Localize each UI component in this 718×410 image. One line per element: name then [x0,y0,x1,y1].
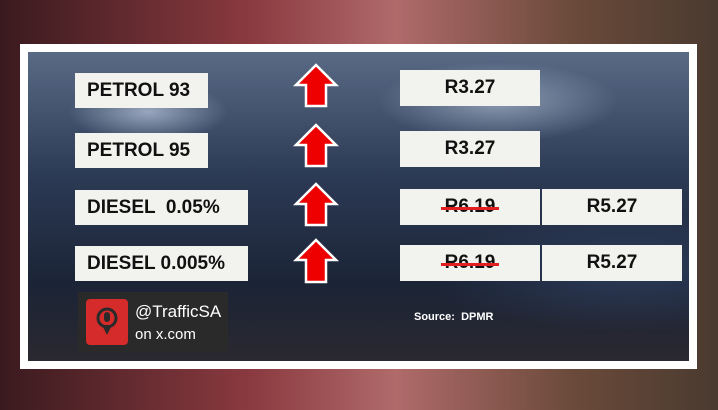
source: Source: DPMR [414,311,494,323]
up-arrow [292,123,340,168]
old-price-text: R6.19 [440,196,500,217]
fuel-label: PETROL 93 [75,73,208,108]
up-arrows [292,63,340,284]
mic-glyph [96,307,118,335]
up-arrow [292,238,340,284]
old-price: R6.19 [400,245,540,281]
price: R3.27 [400,131,540,167]
old-price-text: R6.19 [440,252,500,273]
price: R5.27 [542,189,682,225]
fuel-label: DIESEL 0.005% [75,246,248,281]
social-badge: @TrafficSA on x.com [78,292,228,352]
mic-icon [86,299,128,345]
site: on x.com [135,326,196,343]
handle: @TrafficSA [135,302,222,321]
price: R3.27 [400,70,540,106]
up-arrow [292,63,340,108]
old-price: R6.19 [400,189,540,225]
fuel-label: DIESEL 0.05% [75,190,248,225]
fuel-label: PETROL 95 [75,133,208,168]
up-arrow [292,182,340,227]
price: R5.27 [542,245,682,281]
